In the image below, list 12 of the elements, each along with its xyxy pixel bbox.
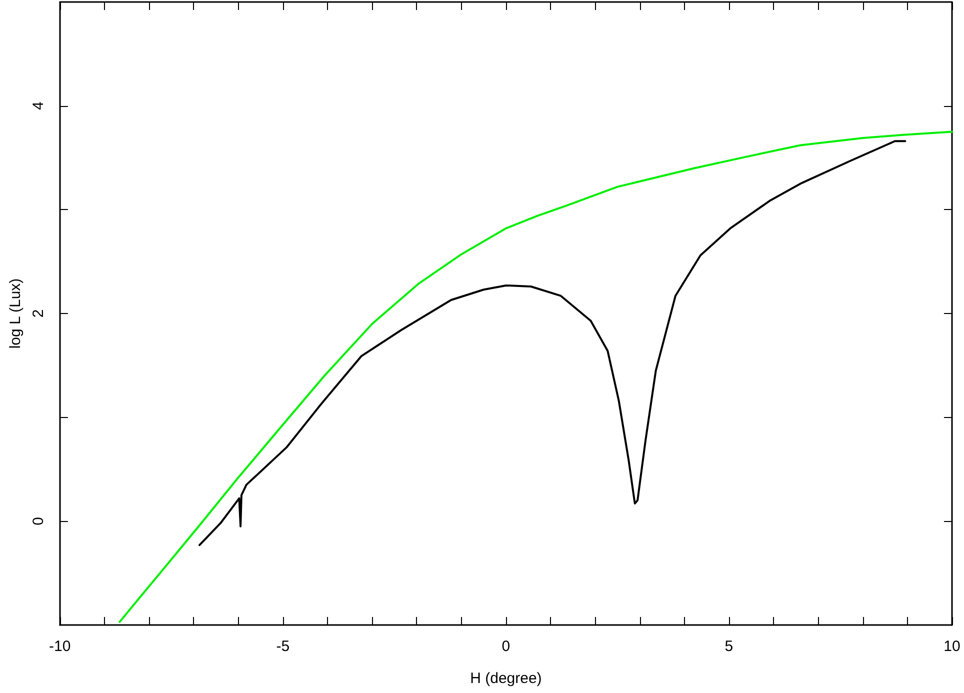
x-tick-label: 0: [502, 638, 510, 655]
x-tick-label: 5: [724, 638, 734, 655]
x-tick-label: -5: [276, 638, 290, 655]
x-axis-title: H (degree): [470, 670, 542, 687]
line-series: [198, 140, 906, 546]
y-axis-title: log L (Lux): [7, 278, 24, 349]
y-tick-label: 2: [30, 309, 47, 318]
y-tick-label: 4: [30, 102, 47, 110]
y-tick-label: 0: [30, 516, 47, 526]
line-series: [118, 130, 953, 623]
x-tick-label: -10: [49, 638, 71, 655]
x-tick-label: 10: [944, 638, 960, 655]
